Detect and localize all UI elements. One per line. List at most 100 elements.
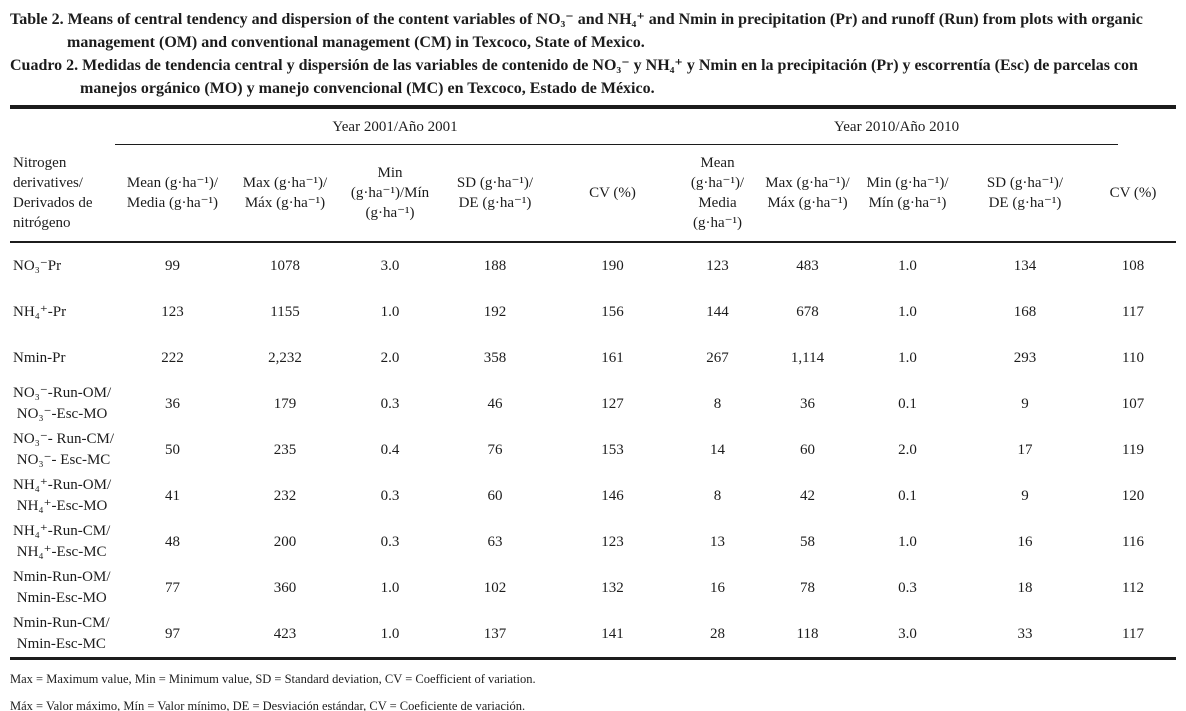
table-row: NH₄⁺-Run-CM/ NH₄⁺-Esc-MC 48 200 0.3 63 123 13 5… (10, 519, 1176, 565)
year-2010-group-cell: Year 2010/Año 2010 (675, 107, 1176, 145)
cell-value: 76 (487, 441, 503, 458)
cell-value: 14 (710, 441, 725, 458)
year-header-row: Year 2001/Año 2001 Year 2010/Año 2010 (10, 107, 1176, 145)
cell-value: 235 (273, 441, 297, 458)
cell-value: 192 (483, 303, 507, 320)
cell-value: 46 (487, 395, 503, 412)
year-2001-underline: Year 2001/Año 2001 (115, 115, 675, 145)
cell-value: 2,232 (268, 349, 302, 366)
table-row: NO₃⁻- Run-CM/ NO₃⁻- Esc-MC 50 235 0.4 76 153 1… (10, 427, 1176, 473)
cell-value: 188 (483, 257, 507, 274)
cell-value: 97 (165, 625, 180, 642)
table-body: NO₃⁻Pr 99 1078 3.0 188 190 123 483 1.0 134 108 NH₄⁺… (10, 242, 1176, 659)
row-label: Nmin-Run-CM/ Nmin-Esc-MC (13, 615, 110, 652)
header-min-2010: Min (g·ha⁻¹)/ Mín (g·ha⁻¹) (855, 145, 960, 243)
cell-value: 0.1 (898, 395, 917, 412)
cell-value: 118 (796, 625, 819, 642)
cell-value: 1.0 (898, 349, 917, 366)
row-label: Nmin-Run-OM/ Nmin-Esc-MO (13, 569, 111, 606)
table-row: NH₄⁺-Pr 123 1155 1.0 192 156 144 678 1.0 168 117 (10, 289, 1176, 335)
cell-value: 36 (165, 395, 180, 412)
header-min-2001: Min (g·ha⁻¹)/Mín (g·ha⁻¹) (340, 145, 440, 243)
cell-value: 48 (165, 533, 180, 550)
cell-value: 483 (796, 257, 819, 274)
cell-value: 293 (1013, 349, 1037, 366)
cell-value: 267 (706, 349, 729, 366)
header-sd-2010: SD (g·ha⁻¹)/ DE (g·ha⁻¹) (960, 145, 1090, 243)
cell-value: 1,114 (790, 349, 825, 366)
cell-value: 102 (483, 579, 507, 596)
cell-value: 358 (483, 349, 507, 366)
cell-value: 222 (161, 349, 184, 366)
footnote-english: Max = Maximum value, Min = Minimum value… (10, 672, 536, 686)
cell-value: 123 (706, 257, 729, 274)
cell-value: 13 (710, 533, 725, 550)
cell-value: 161 (601, 349, 624, 366)
data-table: Year 2001/Año 2001 Year 2010/Año 2010 Ni… (10, 105, 1177, 660)
cell-value: 168 (1013, 303, 1037, 320)
cell-value: 144 (706, 303, 729, 320)
cell-value: 132 (601, 579, 624, 596)
cell-value: 123 (161, 303, 184, 320)
cell-value: 1.0 (380, 625, 400, 642)
cell-value: 153 (601, 441, 624, 458)
table-row: NO₃⁻Pr 99 1078 3.0 188 190 123 483 1.0 134 108 (10, 242, 1176, 289)
row-label: NH₄⁺-Run-CM/ NH₄⁺-Esc-MC (13, 523, 111, 560)
cell-value: 33 (1017, 625, 1033, 642)
cell-value: 0.3 (380, 533, 400, 550)
column-header-row: Nitrogen derivatives/ Derivados de nitró… (10, 145, 1177, 243)
table-row: Nmin-Pr 222 2,232 2.0 358 161 267 1,114 1.0 293 11… (10, 335, 1176, 381)
table-row: NO₃⁻-Run-OM/ NO₃⁻-Esc-MO 36 179 0.3 46 127 8 36… (10, 381, 1176, 427)
header-max-2010: Max (g·ha⁻¹)/ Máx (g·ha⁻¹) (760, 145, 855, 243)
cell-value: 2.0 (898, 441, 917, 458)
table-row: NH₄⁺-Run-OM/ NH₄⁺-Esc-MO 41 232 0.3 60 146 8 42… (10, 473, 1176, 519)
table-caption: Table 2. Means of central tendency and d… (10, 8, 1176, 100)
cell-value: 9 (1021, 487, 1029, 504)
cell-value: 42 (800, 487, 815, 504)
header-nitrogen-derivatives: Nitrogen derivatives/ Derivados de nitró… (10, 145, 115, 243)
year-2001-group-cell: Year 2001/Año 2001 (115, 107, 675, 145)
cell-value: 50 (165, 441, 180, 458)
cell-value: 8 (713, 395, 722, 412)
cell-value: 1.0 (380, 303, 400, 320)
cell-value: 16 (1017, 533, 1033, 550)
cell-value: 116 (1122, 533, 1144, 550)
cell-value: 108 (1121, 257, 1145, 274)
cell-value: 127 (601, 395, 624, 412)
cell-value: 1.0 (898, 257, 917, 274)
row-label: NO₃⁻Pr (13, 257, 62, 274)
cell-value: 77 (165, 579, 180, 596)
header-mean-2010: Mean (g·ha⁻¹)/ Media (g·ha⁻¹) (675, 145, 760, 243)
header-mean-2001: Mean (g·ha⁻¹)/ Media (g·ha⁻¹) (115, 145, 230, 243)
table-row: Nmin-Run-CM/ Nmin-Esc-MC 97 423 1.0 137 141 28… (10, 611, 1176, 659)
row-label: Nmin-Pr (13, 349, 66, 366)
row-label: NH₄⁺-Pr (13, 303, 67, 320)
cell-value: 179 (273, 395, 297, 412)
cell-value: 0.3 (380, 395, 400, 412)
cell-value: 120 (1121, 487, 1145, 504)
header-max-2001: Max (g·ha⁻¹)/ Máx (g·ha⁻¹) (230, 145, 340, 243)
cell-value: 8 (713, 487, 722, 504)
cell-value: 117 (1122, 625, 1144, 642)
cell-value: 137 (483, 625, 507, 642)
cell-value: 1155 (270, 303, 300, 320)
cell-value: 134 (1013, 257, 1037, 274)
cell-value: 36 (800, 395, 815, 412)
cell-value: 78 (800, 579, 815, 596)
cell-value: 63 (487, 533, 503, 550)
cell-value: 18 (1017, 579, 1033, 596)
cell-value: 3.0 (380, 257, 400, 274)
cell-value: 200 (273, 533, 297, 550)
cell-value: 0.4 (380, 441, 400, 458)
cell-value: 9 (1021, 395, 1029, 412)
header-sd-2001: SD (g·ha⁻¹)/ DE (g·ha⁻¹) (440, 145, 550, 243)
header-cv-2001: CV (%) (550, 145, 675, 243)
caption-english: Table 2. Means of central tendency and d… (10, 11, 1143, 51)
cell-value: 141 (601, 625, 624, 642)
cell-value: 423 (273, 625, 297, 642)
caption-spanish: Cuadro 2. Medidas de tendencia central y… (10, 57, 1138, 97)
cell-value: 99 (165, 257, 180, 274)
row-label: NO₃⁻- Run-CM/ NO₃⁻- Esc-MC (13, 431, 115, 468)
cell-value: 60 (487, 487, 503, 504)
cell-value: 146 (601, 487, 624, 504)
